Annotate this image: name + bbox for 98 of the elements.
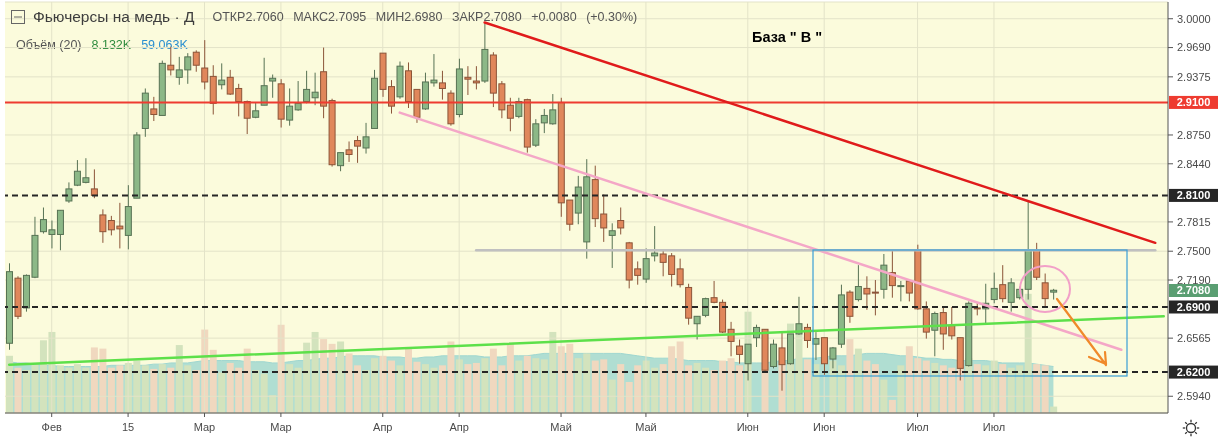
bar — [158, 364, 166, 413]
y-tick-label: 2.7500 — [1177, 245, 1211, 258]
x-tick-label: Май — [635, 421, 657, 433]
bar — [803, 359, 811, 413]
candlestick — [65, 181, 73, 204]
candlestick — [931, 311, 939, 357]
x-tick-label: Мар — [270, 421, 292, 433]
candlestick — [201, 39, 209, 90]
bar — [897, 365, 905, 413]
bar — [141, 365, 149, 413]
y-tick-label: 2.8750 — [1177, 128, 1211, 141]
bar — [218, 372, 226, 413]
bar — [888, 399, 896, 413]
bar — [617, 364, 625, 413]
bar — [150, 368, 158, 413]
candlestick — [192, 49, 200, 73]
candlestick — [922, 300, 930, 340]
text: 2.7080 — [1169, 283, 1218, 297]
bar — [396, 365, 404, 413]
ref-line-label: 2.8100 — [1176, 189, 1211, 202]
bar — [209, 349, 217, 413]
bar — [320, 339, 328, 413]
y-tick-label: 2.7815 — [1177, 215, 1211, 228]
ref-line-label: 2.6200 — [1176, 366, 1211, 379]
x-tick-label: 15 — [121, 421, 135, 433]
y-tick-label: 2.8440 — [1177, 157, 1211, 170]
bar — [311, 331, 319, 413]
y-tick-label: 2.5940 — [1177, 390, 1211, 403]
x-tick-label: Июн — [736, 421, 759, 433]
candlestick — [1041, 273, 1049, 307]
candlestick — [472, 65, 480, 90]
chart-title: Фьючерсы на медь · Д — [33, 8, 195, 26]
x-tick-label: Апр — [373, 421, 393, 433]
x-tick-label: Май — [550, 421, 572, 433]
bar — [481, 358, 489, 413]
candlestick — [608, 222, 616, 269]
candlestick — [617, 207, 625, 235]
candlestick — [438, 70, 446, 101]
candlestick — [990, 272, 998, 304]
y-tick-label: 2.7190 — [1177, 273, 1211, 286]
x-tick-label: Июн — [813, 421, 836, 433]
candlestick — [736, 339, 744, 365]
candlestick — [243, 100, 251, 135]
x-tick-label: Фев — [41, 421, 63, 433]
candlestick — [812, 331, 820, 361]
bar — [973, 364, 981, 413]
candlestick — [345, 140, 353, 163]
candlestick — [651, 225, 659, 262]
text: ОТКР2.7060 МАКС2.7095 МИН2.6980 ЗАКР2.7080 +0.0080 (+0.30%) — [212, 10, 638, 24]
candlestick — [999, 264, 1007, 303]
candlestick — [218, 62, 226, 90]
bar — [999, 364, 1007, 413]
candlestick — [770, 339, 778, 369]
bar — [846, 339, 854, 413]
bar — [243, 348, 251, 413]
bar — [6, 355, 13, 413]
bar — [286, 364, 294, 413]
x-tick-label: Июл — [906, 421, 929, 433]
bar — [523, 355, 531, 413]
candlestick — [693, 315, 701, 341]
bar — [472, 362, 480, 413]
bar — [167, 367, 175, 413]
candlestick — [854, 264, 862, 302]
bar — [464, 364, 472, 413]
bar — [14, 367, 22, 413]
bar — [515, 360, 523, 413]
candlestick — [150, 96, 158, 122]
candlestick — [464, 65, 472, 96]
bar — [608, 379, 616, 413]
candlestick — [269, 74, 277, 99]
y-tick-label: 2.9375 — [1177, 70, 1211, 83]
candlestick — [260, 57, 268, 106]
bar — [252, 370, 260, 413]
bar — [880, 379, 888, 413]
bar — [837, 365, 845, 413]
bar — [854, 348, 862, 413]
annotation: База " В " — [752, 29, 823, 45]
x-tick-label: Апр — [449, 421, 469, 433]
x-tick-label: Мар — [193, 421, 216, 433]
candlestick — [337, 152, 345, 172]
candlestick — [897, 280, 905, 302]
annotation: 8.132K — [91, 38, 132, 52]
y-tick-label: 3.0000 — [1177, 12, 1211, 25]
bar — [532, 358, 540, 413]
candlestick — [362, 122, 370, 155]
ref-line-label: 2.6900 — [1176, 300, 1211, 313]
ref-line-label: 2.9100 — [1176, 96, 1211, 109]
x-tick-label: Июл — [982, 421, 1006, 433]
bar — [337, 341, 345, 413]
candlestick — [354, 135, 362, 164]
annotation: 59.063K — [141, 38, 188, 52]
annotation: Объём (20) — [16, 38, 82, 52]
y-tick-label: 2.6565 — [1177, 332, 1211, 345]
bar — [506, 343, 514, 413]
y-tick-label: 2.9690 — [1177, 41, 1211, 54]
candlestick — [532, 118, 540, 148]
bar — [328, 343, 336, 413]
candlestick — [642, 247, 650, 284]
